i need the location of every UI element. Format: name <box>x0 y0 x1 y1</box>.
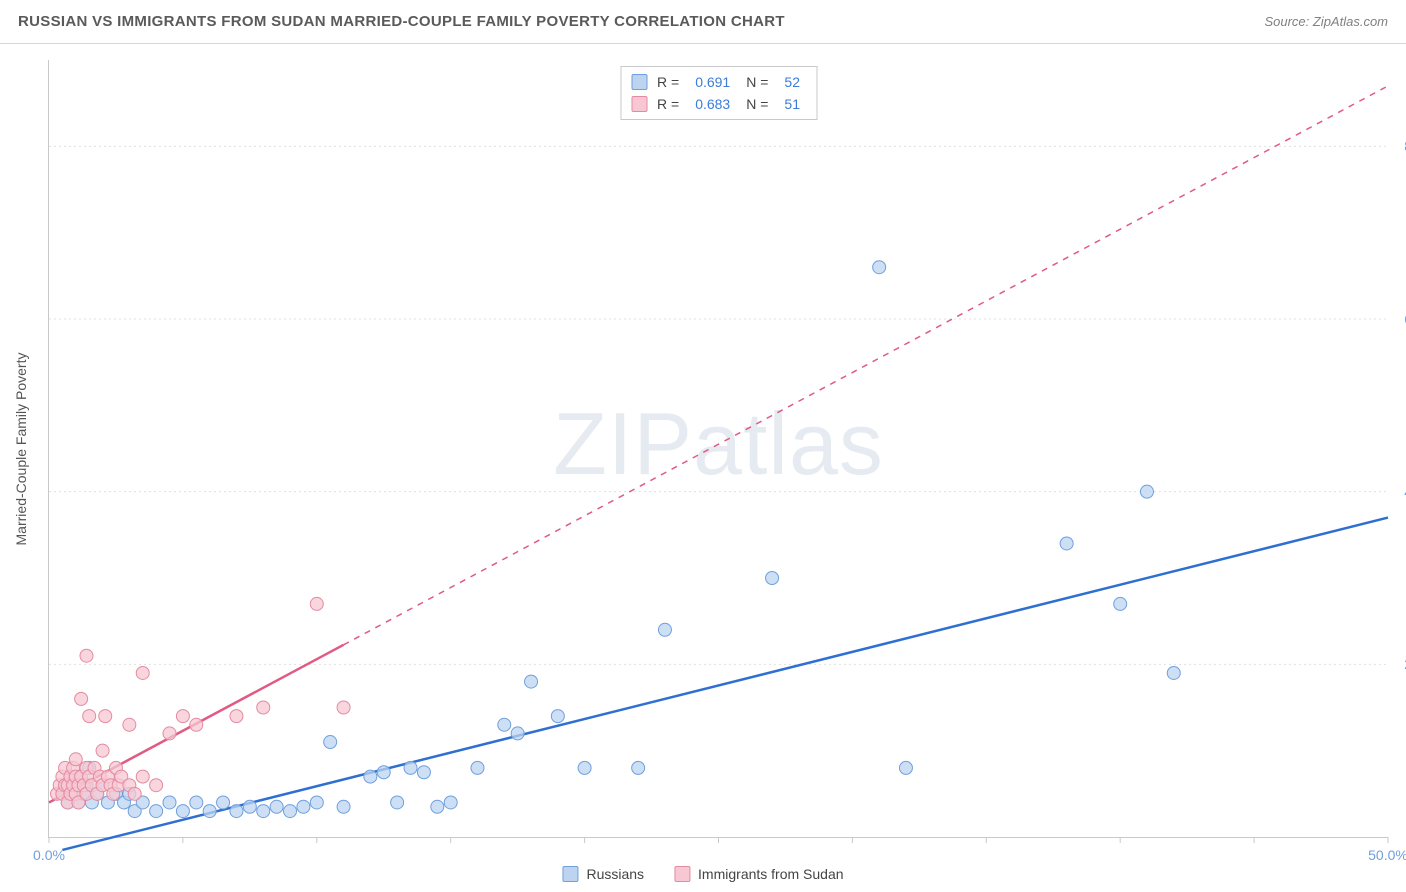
legend-row-sudan: R = 0.683 N = 51 <box>631 93 806 115</box>
x-tick-label: 50.0% <box>1368 847 1406 863</box>
r-label: R = <box>657 71 679 93</box>
chart-title: RUSSIAN VS IMMIGRANTS FROM SUDAN MARRIED… <box>18 13 785 30</box>
swatch-pink-2 <box>674 866 690 882</box>
x-tick-label: 0.0% <box>33 847 65 863</box>
correlation-legend: R = 0.691 N = 52 R = 0.683 N = 51 <box>620 66 817 120</box>
r-label: R = <box>657 93 679 115</box>
chart-source: Source: ZipAtlas.com <box>1264 14 1388 29</box>
r-value-russians: 0.691 <box>689 71 736 93</box>
swatch-pink <box>631 96 647 112</box>
legend-row-russians: R = 0.691 N = 52 <box>631 71 806 93</box>
legend-label-russians: Russians <box>586 866 644 882</box>
chart-svg <box>49 60 1388 837</box>
r-value-sudan: 0.683 <box>689 93 736 115</box>
swatch-blue <box>631 74 647 90</box>
y-axis-title: Married-Couple Family Poverty <box>13 352 29 545</box>
legend-label-sudan: Immigrants from Sudan <box>698 866 844 882</box>
swatch-blue-2 <box>562 866 578 882</box>
n-label: N = <box>746 93 768 115</box>
legend-item-russians: Russians <box>562 866 644 882</box>
series-legend: Russians Immigrants from Sudan <box>562 866 843 882</box>
n-value-sudan: 51 <box>778 93 806 115</box>
n-value-russians: 52 <box>778 71 806 93</box>
n-label: N = <box>746 71 768 93</box>
chart-header: RUSSIAN VS IMMIGRANTS FROM SUDAN MARRIED… <box>0 0 1406 44</box>
plot-area: ZIPatlas Married-Couple Family Poverty R… <box>48 60 1388 838</box>
legend-item-sudan: Immigrants from Sudan <box>674 866 844 882</box>
